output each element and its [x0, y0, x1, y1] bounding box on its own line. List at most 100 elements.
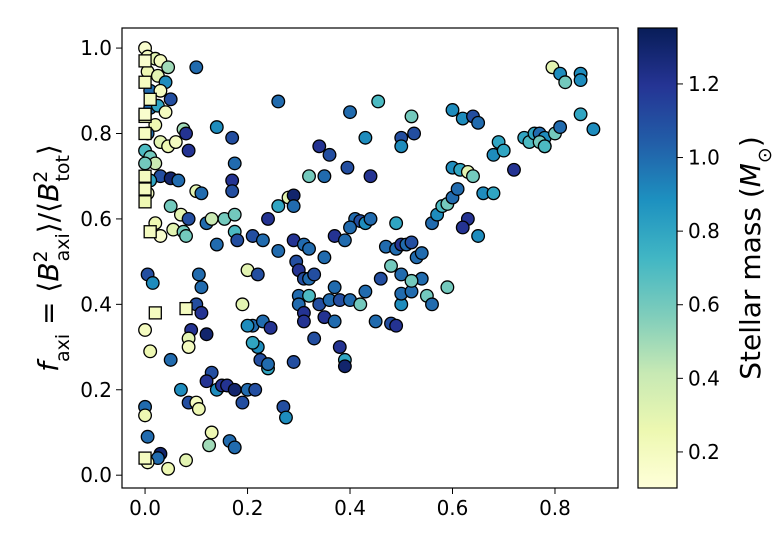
point: [248, 382, 263, 397]
point: [225, 184, 240, 199]
y-tick-label: 1.0: [80, 36, 112, 60]
colorbar-tick-label: 1.2: [688, 72, 720, 96]
colorbar-tick-label: 0.8: [688, 219, 720, 243]
point: [553, 120, 568, 135]
point: [153, 83, 168, 98]
colorbar-label: Stellar mass (M⊙): [734, 136, 776, 380]
point: [537, 139, 552, 154]
point: [389, 216, 404, 231]
point: [368, 314, 383, 329]
square-point: [138, 169, 152, 183]
point: [586, 122, 601, 137]
square-point: [143, 92, 157, 106]
point: [394, 139, 409, 154]
square-point: [138, 195, 152, 209]
point: [171, 173, 186, 188]
point: [181, 143, 196, 158]
point: [486, 186, 501, 201]
point: [138, 156, 153, 171]
y-tick-label: 0.2: [80, 378, 112, 402]
point: [194, 186, 209, 201]
x-tick-label: 0.2: [232, 496, 264, 520]
point: [317, 169, 332, 184]
point: [312, 139, 327, 154]
y-tick-label: 0.6: [80, 207, 112, 231]
point: [343, 220, 357, 235]
point: [327, 314, 342, 329]
point: [404, 273, 419, 288]
colorbar-tick-label: 0.6: [688, 293, 720, 317]
point: [307, 267, 322, 282]
label-part: ⟩: [32, 144, 65, 155]
square-point: [143, 225, 157, 239]
point: [363, 211, 378, 226]
point: [194, 305, 209, 320]
square-point: [138, 126, 152, 141]
point: [404, 109, 419, 124]
point: [340, 160, 355, 175]
point: [307, 331, 322, 346]
point: [358, 284, 373, 299]
point: [389, 318, 404, 333]
point: [204, 425, 219, 440]
point: [179, 126, 193, 141]
label-part: B: [32, 183, 65, 202]
point: [250, 267, 265, 282]
point: [189, 60, 204, 75]
x-tick-label: 0.4: [334, 496, 366, 520]
label-part: 2: [30, 171, 52, 183]
point: [558, 75, 573, 90]
point: [181, 211, 196, 226]
point: [302, 241, 316, 256]
point: [337, 233, 352, 248]
point: [235, 297, 250, 312]
point: [161, 461, 176, 476]
plot-frame: [121, 27, 619, 489]
label-part: 2: [30, 250, 52, 262]
point: [230, 233, 245, 248]
point: [371, 94, 386, 109]
square-point: [138, 75, 152, 89]
point: [471, 115, 486, 130]
point: [161, 60, 176, 75]
point: [199, 327, 214, 342]
point: [573, 73, 588, 88]
point: [145, 276, 160, 290]
point: [573, 107, 588, 122]
point: [138, 323, 153, 337]
point: [302, 169, 316, 184]
point: [225, 130, 240, 145]
point: [296, 314, 311, 329]
point: [138, 408, 153, 423]
point: [363, 169, 378, 184]
point: [445, 103, 460, 117]
x-tick-label: 0.8: [539, 496, 571, 520]
point: [179, 229, 193, 243]
point: [173, 382, 188, 397]
point: [404, 235, 419, 250]
point: [163, 199, 178, 214]
point: [496, 143, 511, 158]
label-part: Stellar mass (: [734, 187, 767, 380]
point: [327, 280, 342, 295]
point: [373, 271, 388, 286]
point: [158, 105, 173, 120]
label-part: M: [734, 163, 767, 187]
colorbar: [637, 27, 678, 489]
point: [261, 357, 275, 372]
square-point: [138, 182, 152, 196]
point: [271, 199, 286, 214]
point: [358, 130, 373, 145]
x-tick-label: 0.0: [129, 496, 161, 520]
point: [148, 118, 163, 132]
label-part: B: [32, 262, 65, 281]
point: [202, 438, 217, 453]
colorbar-tick-label: 0.2: [688, 440, 720, 464]
point: [353, 297, 368, 312]
point: [261, 211, 275, 226]
x-tick-label: 0.6: [437, 496, 469, 520]
point: [240, 318, 255, 333]
point: [204, 211, 219, 226]
point: [450, 182, 465, 196]
square-point: [138, 54, 152, 68]
